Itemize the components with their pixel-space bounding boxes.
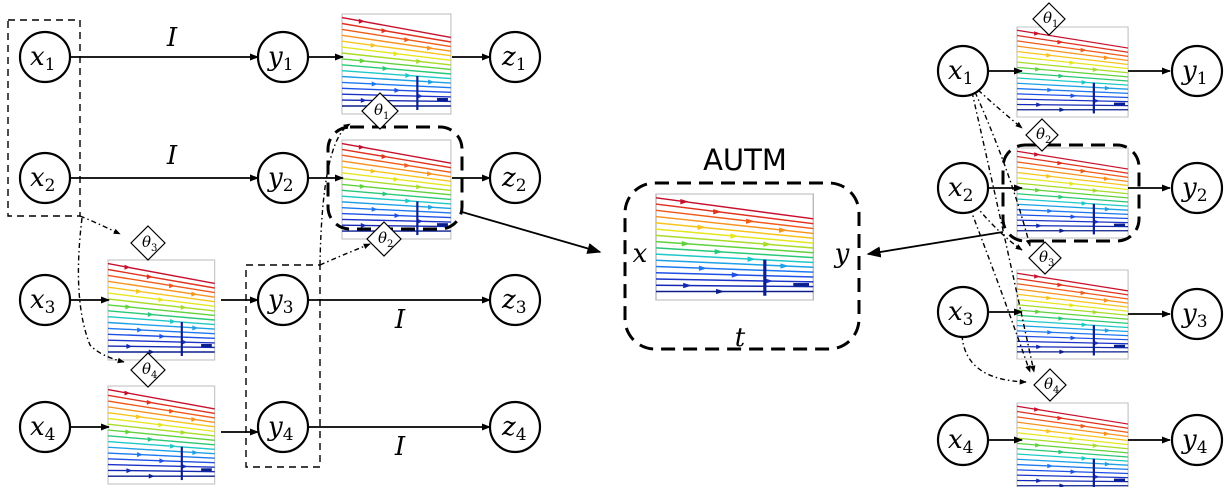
svg-text:θ4: θ4 — [142, 360, 157, 381]
svg-text:y4: y4 — [1181, 425, 1208, 458]
flow-image-right-4 — [1016, 402, 1129, 487]
theta4-right: θ4 — [1033, 368, 1067, 402]
node-r-x4: x4 — [936, 413, 990, 467]
flow-image-y4 — [107, 385, 216, 485]
node-z1: z1 — [488, 30, 542, 84]
identity-label-3: I — [394, 305, 406, 335]
highlight-box-theta2-left — [326, 125, 464, 231]
svg-text:y3: y3 — [1181, 299, 1208, 332]
node-y3: y3 — [256, 273, 310, 327]
cond-edge-x-theta3 — [79, 215, 121, 235]
svg-text:y2: y2 — [267, 163, 294, 196]
svg-text:z2: z2 — [501, 163, 527, 196]
cond-r-x1-theta3 — [974, 91, 1032, 247]
node-r-x1: x1 — [936, 44, 990, 98]
svg-text:z3: z3 — [501, 285, 527, 318]
flow-image-right-2 — [1016, 147, 1129, 239]
edge-from-right-to-autm — [866, 231, 1004, 258]
flow-image-right-3 — [1016, 269, 1129, 360]
svg-text:x3: x3 — [948, 297, 974, 330]
autm-dashed-box — [623, 181, 861, 351]
svg-text:z1: z1 — [501, 42, 527, 75]
svg-text:θ2: θ2 — [378, 229, 393, 250]
svg-text:z4: z4 — [501, 412, 527, 445]
node-r-y2: y2 — [1170, 161, 1224, 215]
theta1-right: θ1 — [1032, 2, 1066, 36]
center-y-label: y — [834, 239, 850, 269]
node-x2: x2 — [18, 151, 72, 205]
edges-right — [866, 67, 1171, 444]
svg-text:θ2: θ2 — [1036, 125, 1051, 146]
svg-text:θ1: θ1 — [374, 101, 389, 122]
center-t-label: t — [735, 323, 746, 353]
node-x1: x1 — [18, 30, 72, 84]
node-r-y4: y4 — [1170, 413, 1224, 467]
flow-image-right-1 — [1016, 26, 1129, 118]
node-z4: z4 — [488, 400, 542, 454]
cond-r-x1-theta2 — [977, 89, 1023, 129]
svg-text:x2: x2 — [30, 163, 56, 196]
flow-image-y3 — [107, 259, 216, 361]
cond-edge-y-theta2 — [319, 243, 371, 266]
node-r-y1: y1 — [1170, 44, 1224, 98]
group-box-y3-y4 — [245, 264, 321, 468]
node-x4: x4 — [18, 400, 72, 454]
svg-text:y1: y1 — [267, 42, 294, 75]
identity-label-1: I — [166, 23, 178, 53]
node-y4: y4 — [256, 400, 310, 454]
nodes: x1 x2 x3 x4 y1 y2 y3 y4 z1 z2 z3 z4 x1 x… — [18, 30, 1224, 467]
svg-text:x1: x1 — [948, 56, 974, 89]
theta4-left: θ4 — [130, 352, 166, 388]
node-z2: z2 — [488, 151, 542, 205]
theta3-right: θ3 — [1028, 241, 1062, 275]
node-z3: z3 — [488, 273, 542, 327]
cond-r-x2-theta3 — [974, 204, 1023, 251]
svg-text:θ4: θ4 — [1044, 375, 1059, 396]
theta-diamonds: θ1 θ2 θ3 θ4 θ1 θ2 θ3 θ4 — [130, 2, 1067, 402]
identity-label-4: I — [394, 432, 406, 462]
edge-to-autm — [461, 211, 602, 254]
svg-text:x1: x1 — [30, 42, 56, 75]
cond-r-x3-theta4 — [961, 334, 1027, 385]
flow-image-z1 — [341, 13, 452, 115]
flow-image-center — [655, 193, 815, 301]
theta3-left: θ3 — [130, 225, 166, 261]
theta2-left: θ2 — [366, 221, 402, 257]
node-r-x3: x3 — [936, 285, 990, 339]
svg-text:y2: y2 — [1181, 173, 1208, 206]
edges-left — [70, 53, 602, 436]
cond-edge-x-theta4 — [77, 217, 125, 364]
node-y2: y2 — [256, 151, 310, 205]
svg-text:θ3: θ3 — [1039, 248, 1054, 269]
center-x-label: x — [633, 239, 648, 269]
group-box-x1-x2 — [7, 19, 81, 217]
node-r-y3: y3 — [1170, 287, 1224, 341]
node-x3: x3 — [18, 273, 72, 327]
theta2-right: θ2 — [1025, 118, 1059, 152]
identity-label-2: I — [166, 141, 178, 171]
svg-text:θ1: θ1 — [1043, 9, 1058, 30]
svg-text:y4: y4 — [267, 412, 294, 445]
flow-image-z2 — [341, 139, 452, 240]
node-y1: y1 — [256, 30, 310, 84]
cond-edge-y-theta1 — [319, 123, 351, 266]
autm-title: AUTM — [703, 143, 787, 177]
svg-text:x4: x4 — [30, 412, 56, 445]
svg-text:x4: x4 — [948, 425, 974, 458]
node-r-x2: x2 — [936, 161, 990, 215]
highlight-box-theta2-right — [1001, 143, 1141, 243]
svg-text:x2: x2 — [948, 173, 974, 206]
svg-text:θ3: θ3 — [142, 233, 157, 254]
svg-text:y3: y3 — [267, 285, 294, 318]
svg-text:x3: x3 — [30, 285, 56, 318]
theta1-left: θ1 — [361, 92, 399, 130]
svg-text:y1: y1 — [1181, 56, 1208, 89]
